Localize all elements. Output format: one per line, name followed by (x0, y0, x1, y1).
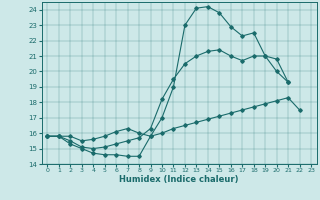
X-axis label: Humidex (Indice chaleur): Humidex (Indice chaleur) (119, 175, 239, 184)
